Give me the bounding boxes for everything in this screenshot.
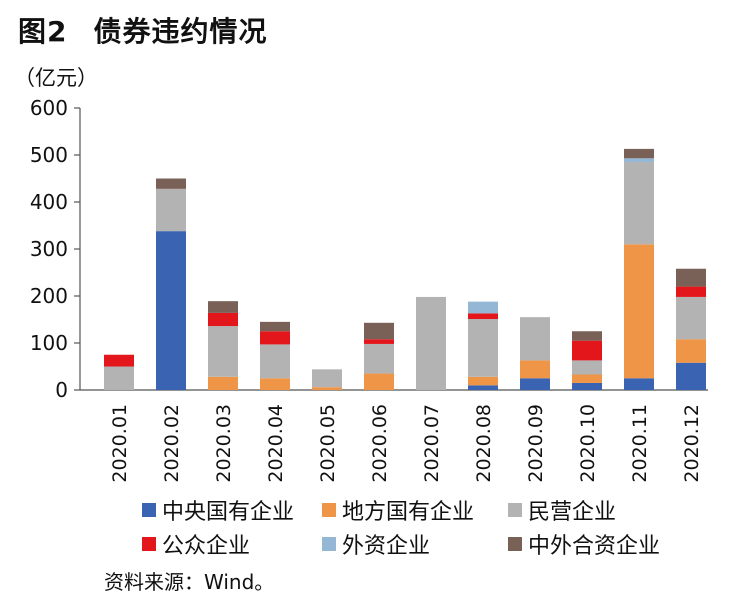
figure-title: 债券违约情况 bbox=[93, 15, 268, 48]
bar-segment bbox=[104, 354, 134, 367]
y-tick-label: 100 bbox=[30, 331, 68, 355]
bar-segment bbox=[520, 360, 550, 379]
chart-title: 图2 债券违约情况 bbox=[18, 10, 268, 50]
bar-segment bbox=[624, 158, 654, 163]
bar-segment bbox=[468, 313, 498, 320]
bar-segment bbox=[260, 321, 290, 332]
y-tick-label: 500 bbox=[30, 143, 68, 167]
bar-segment bbox=[572, 360, 602, 375]
bar-segment bbox=[676, 296, 706, 340]
source-note: 资料来源：Wind。 bbox=[104, 570, 275, 594]
bar-segment bbox=[208, 301, 238, 313]
bar-segment bbox=[676, 362, 706, 390]
bar-segment bbox=[572, 382, 602, 390]
y-tick-label: 0 bbox=[55, 378, 68, 402]
y-tick-label: 300 bbox=[30, 237, 68, 261]
bar-segment bbox=[572, 331, 602, 341]
bar-segment bbox=[156, 188, 186, 232]
bar-segment bbox=[676, 268, 706, 287]
x-tick-label: 2020.02 bbox=[161, 404, 183, 483]
figure-label: 图2 bbox=[18, 15, 68, 48]
x-tick-label: 2020.12 bbox=[681, 404, 703, 483]
bar-segment bbox=[260, 344, 290, 379]
y-tick-label: 200 bbox=[30, 284, 68, 308]
bar-segment bbox=[572, 374, 602, 383]
bar-segment bbox=[364, 322, 394, 340]
x-tick-label: 2020.05 bbox=[317, 404, 339, 483]
y-tick-label: 400 bbox=[30, 190, 68, 214]
bar-segment bbox=[624, 148, 654, 159]
bar-segment bbox=[416, 296, 446, 390]
bar-segment bbox=[520, 317, 550, 361]
x-tick-label: 2020.09 bbox=[525, 404, 547, 483]
bar-segment bbox=[468, 319, 498, 377]
bar-segment bbox=[364, 339, 394, 344]
bar-segment bbox=[104, 366, 134, 390]
x-tick-label: 2020.07 bbox=[421, 404, 443, 483]
bar-segment bbox=[208, 376, 238, 390]
x-tick-label: 2020.10 bbox=[577, 404, 599, 483]
bar-segment bbox=[468, 301, 498, 314]
bar-segment bbox=[676, 286, 706, 297]
bar-segment bbox=[156, 178, 186, 189]
y-axis-unit: （亿元） bbox=[14, 66, 98, 90]
x-tick-label: 2020.11 bbox=[629, 404, 651, 483]
x-tick-label: 2020.08 bbox=[473, 404, 495, 483]
bar-segment bbox=[572, 340, 602, 361]
bar-segment bbox=[520, 378, 550, 390]
bar-segment bbox=[364, 373, 394, 390]
bar-segment bbox=[624, 378, 654, 390]
bar-segment bbox=[208, 326, 238, 377]
bar-segment bbox=[468, 376, 498, 386]
x-tick-label: 2020.06 bbox=[369, 404, 391, 483]
bar-segment bbox=[624, 162, 654, 245]
y-tick-label: 600 bbox=[30, 96, 68, 120]
bar-segment bbox=[260, 331, 290, 345]
bar-segment bbox=[676, 339, 706, 363]
bar-segment bbox=[468, 385, 498, 390]
bar-segment bbox=[260, 378, 290, 390]
bar-segment bbox=[208, 312, 238, 327]
bar-segment bbox=[312, 387, 342, 390]
x-tick-label: 2020.01 bbox=[109, 404, 131, 483]
bar-segment bbox=[364, 343, 394, 374]
x-tick-label: 2020.04 bbox=[265, 404, 287, 483]
bar-segment bbox=[312, 369, 342, 388]
bar-segment bbox=[156, 231, 186, 390]
x-tick-label: 2020.03 bbox=[213, 404, 235, 483]
bar-segment bbox=[624, 244, 654, 379]
